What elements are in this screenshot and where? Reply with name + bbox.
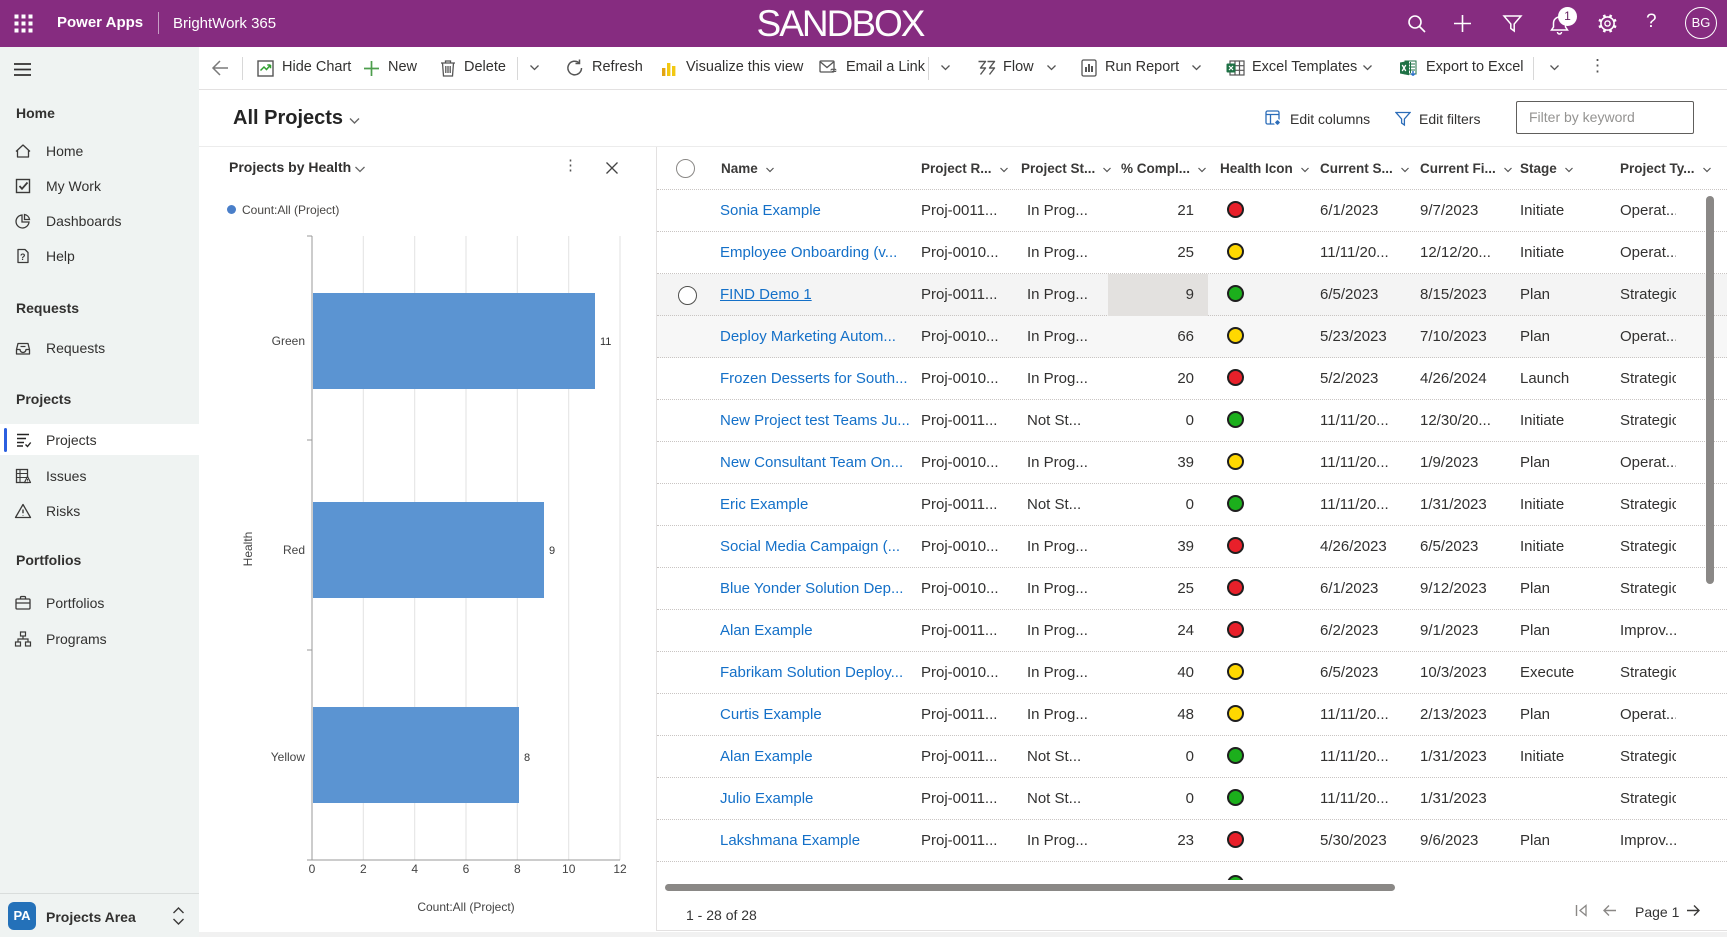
svg-text:12: 12 (613, 862, 627, 876)
svg-text:Red: Red (283, 543, 305, 557)
svg-text:Count:All (Project): Count:All (Project) (417, 900, 514, 914)
svg-text:8: 8 (514, 862, 521, 876)
svg-text:10: 10 (562, 862, 576, 876)
svg-text:Yellow: Yellow (271, 750, 306, 764)
svg-text:11: 11 (600, 336, 611, 348)
svg-text:Green: Green (272, 334, 305, 348)
svg-text:2: 2 (360, 862, 367, 876)
svg-text:9: 9 (549, 545, 555, 557)
svg-text:0: 0 (309, 862, 316, 876)
svg-text:4: 4 (411, 862, 418, 876)
svg-text:8: 8 (524, 752, 530, 764)
svg-text:?: ? (20, 252, 26, 262)
svg-text:6: 6 (463, 862, 470, 876)
svg-text:Health: Health (241, 532, 255, 567)
